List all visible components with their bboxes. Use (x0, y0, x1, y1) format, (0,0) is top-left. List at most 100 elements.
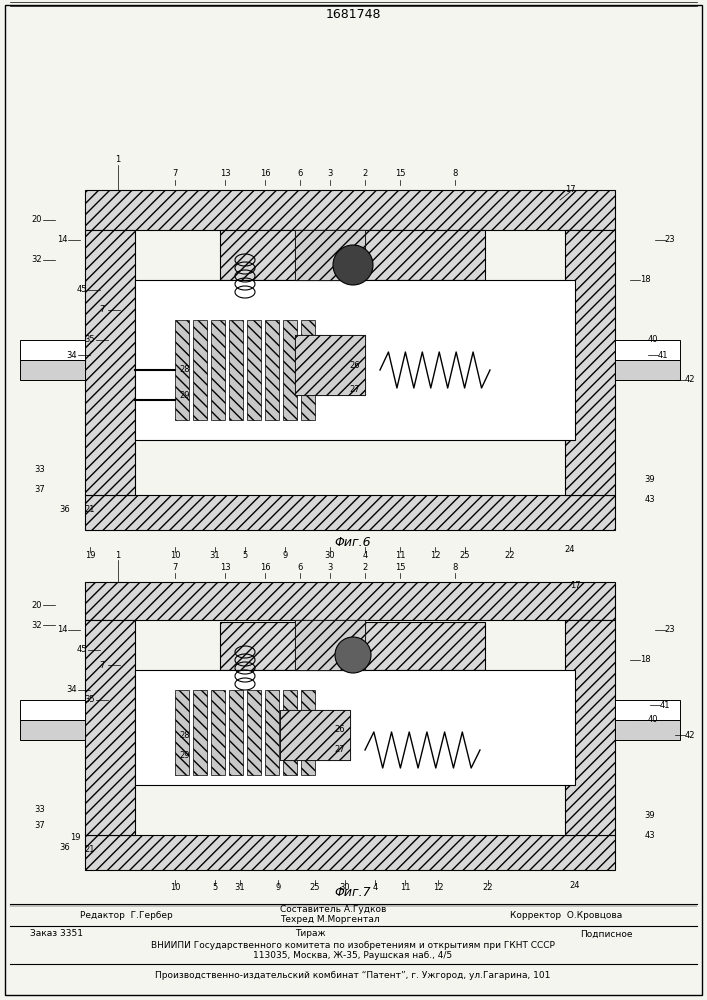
Text: 28: 28 (180, 365, 190, 374)
Text: 23: 23 (665, 235, 675, 244)
Text: 1: 1 (115, 155, 121, 164)
Text: 12: 12 (433, 884, 443, 892)
Text: 27: 27 (334, 746, 345, 754)
Text: 3: 3 (327, 562, 333, 572)
Bar (295, 620, 365, 670)
Text: Заказ 3351: Заказ 3351 (30, 930, 83, 938)
Text: 18: 18 (640, 275, 650, 284)
Text: 35: 35 (85, 336, 95, 344)
Text: 29: 29 (180, 750, 190, 760)
Bar (135, 670, 575, 785)
Text: 35: 35 (85, 696, 95, 704)
Text: 41: 41 (660, 700, 670, 710)
Text: 4: 4 (363, 550, 368, 560)
Bar (85, 230, 135, 495)
Text: 2: 2 (363, 562, 368, 572)
Text: 8: 8 (452, 169, 457, 178)
Circle shape (335, 637, 371, 673)
Text: ВНИИПИ Государственного комитета по изобретениям и открытиям при ГКНТ СССР: ВНИИПИ Государственного комитета по изоб… (151, 940, 555, 950)
Text: Подписное: Подписное (580, 930, 633, 938)
Bar (301, 690, 315, 775)
Text: 43: 43 (645, 495, 655, 504)
Bar (220, 230, 485, 280)
Text: 15: 15 (395, 169, 405, 178)
Text: 22: 22 (505, 550, 515, 560)
Text: 34: 34 (66, 686, 77, 694)
Text: 19: 19 (85, 550, 95, 560)
Text: 39: 39 (645, 810, 655, 820)
Bar (295, 230, 365, 280)
Text: 30: 30 (325, 550, 335, 560)
Text: 20: 20 (32, 600, 42, 609)
Bar (20, 700, 85, 720)
Bar (247, 320, 261, 420)
Text: 27: 27 (350, 385, 361, 394)
Text: 31: 31 (210, 550, 221, 560)
Bar (295, 335, 365, 395)
Text: 23: 23 (665, 626, 675, 635)
Text: Тираж: Тираж (295, 930, 325, 938)
Text: 9: 9 (275, 884, 281, 892)
Text: 25: 25 (460, 550, 470, 560)
Text: 34: 34 (66, 351, 77, 360)
Text: 13: 13 (220, 562, 230, 572)
Text: 33: 33 (35, 466, 45, 475)
Bar (220, 622, 485, 670)
Text: 36: 36 (59, 844, 71, 852)
Text: 7: 7 (173, 562, 177, 572)
Text: 33: 33 (35, 806, 45, 814)
Text: 18: 18 (640, 656, 650, 664)
Text: 24: 24 (570, 880, 580, 890)
Text: 36: 36 (59, 506, 71, 514)
Text: Производственно-издательский комбинат “Патент”, г. Ужгород, ул.Гагарина, 101: Производственно-издательский комбинат “П… (156, 970, 551, 980)
Bar (229, 690, 243, 775)
Bar (85, 495, 615, 530)
Text: Φиг.7: Φиг.7 (334, 886, 371, 898)
Text: 1681748: 1681748 (325, 8, 381, 21)
Bar (20, 340, 85, 360)
Text: 26: 26 (334, 726, 345, 734)
Bar (615, 360, 680, 380)
Bar (301, 320, 315, 420)
Text: 10: 10 (170, 550, 180, 560)
Bar (229, 320, 243, 420)
Text: 42: 42 (685, 375, 695, 384)
Bar (20, 720, 85, 740)
Bar (135, 280, 575, 440)
Bar (565, 230, 615, 495)
Bar (295, 335, 365, 395)
Text: 45: 45 (77, 286, 87, 294)
Bar (615, 720, 680, 740)
Text: 14: 14 (57, 626, 67, 635)
Bar (193, 690, 207, 775)
Text: 39: 39 (645, 476, 655, 485)
Text: 43: 43 (645, 830, 655, 840)
Bar (283, 690, 297, 775)
Bar (175, 690, 189, 775)
Text: 32: 32 (32, 255, 42, 264)
Bar (615, 340, 680, 360)
Text: 24: 24 (565, 546, 575, 554)
Text: 11: 11 (395, 550, 405, 560)
Text: Техред М.Моргентал: Техред М.Моргентал (280, 916, 380, 924)
Text: 16: 16 (259, 169, 270, 178)
Text: 21: 21 (85, 506, 95, 514)
Bar (193, 320, 207, 420)
Text: 42: 42 (685, 730, 695, 740)
Text: 7: 7 (99, 660, 105, 670)
Text: 4: 4 (373, 884, 378, 892)
Bar (85, 190, 615, 230)
Text: 1: 1 (115, 550, 121, 560)
Text: 40: 40 (648, 716, 658, 724)
Text: 8: 8 (452, 562, 457, 572)
Bar (175, 320, 189, 420)
Bar (20, 360, 85, 380)
Text: 11: 11 (399, 884, 410, 892)
Text: Редактор  Г.Гербер: Редактор Г.Гербер (80, 910, 173, 920)
Bar (295, 230, 365, 280)
Text: 3: 3 (327, 169, 333, 178)
Text: 28: 28 (180, 730, 190, 740)
Bar (295, 620, 365, 670)
Bar (211, 690, 225, 775)
Text: 22: 22 (483, 884, 493, 892)
